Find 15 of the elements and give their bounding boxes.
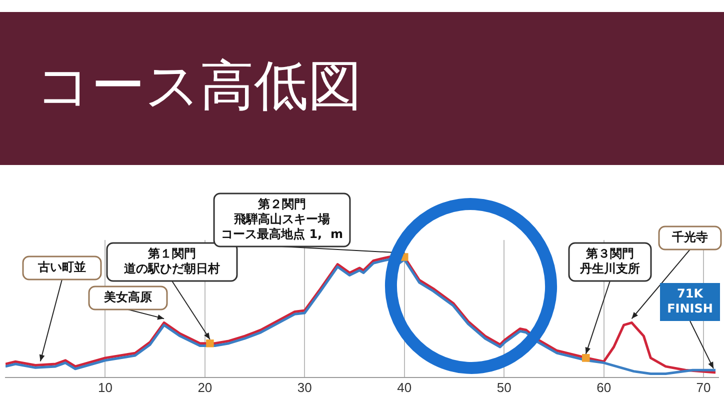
x-tick-label: 10	[98, 380, 112, 395]
x-tick-label: 20	[198, 380, 212, 395]
x-tick-label: 50	[496, 380, 512, 395]
x-tick-label: 70	[696, 380, 711, 395]
x-tick-label: 30	[297, 380, 312, 395]
annotation: 第１関門道の駅ひだ朝日村	[123, 246, 220, 276]
annotation: 美女高原	[103, 290, 152, 304]
annotation: 千光寺	[671, 230, 708, 244]
x-tick-label: 40	[397, 380, 412, 395]
chart-title: コース高低図	[36, 53, 362, 119]
annotation: 71K FINISH	[667, 286, 713, 316]
annotation: 古い町並	[37, 260, 86, 274]
annotation: 第２関門飛騨高山スキー場コース最高地点 1, m	[221, 197, 343, 242]
annotation: 第３関門丹生川支所	[579, 246, 640, 276]
x-tick-label: 60	[596, 380, 612, 395]
